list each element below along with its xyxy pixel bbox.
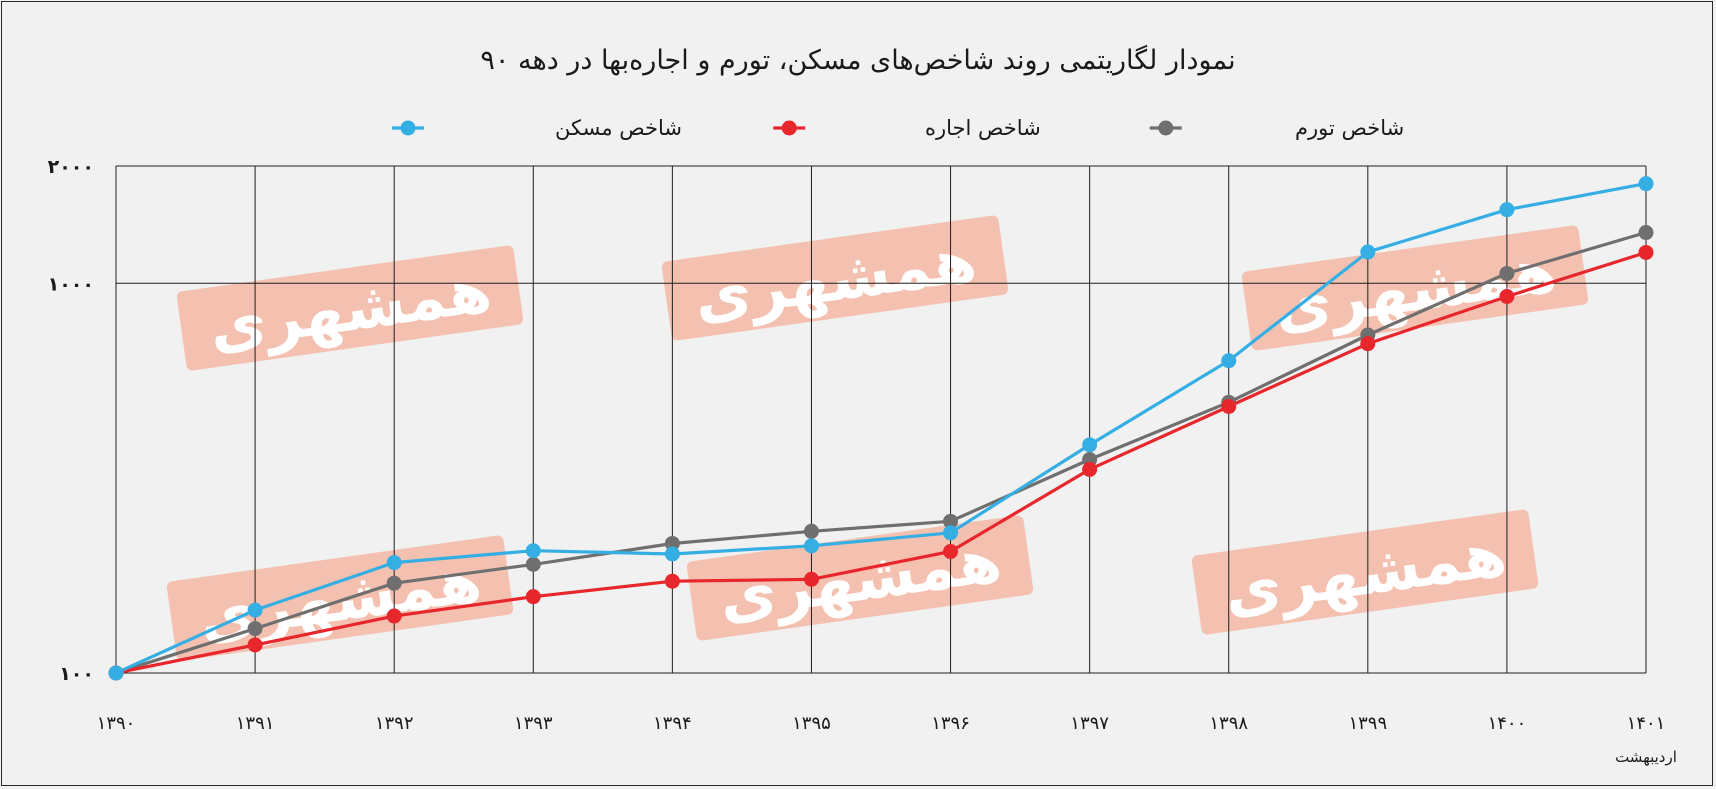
- x-tick-label: ۱۳۹۸: [1209, 713, 1248, 734]
- x-tick-label: ۱۳۹۲: [375, 713, 414, 734]
- data-point: [1082, 437, 1098, 453]
- series-line: [115, 250, 1647, 675]
- data-point: [386, 555, 402, 571]
- data-point: [803, 538, 819, 554]
- x-tick-label: ۱۳۹۱: [236, 713, 275, 734]
- legend-item: شاخص اجاره: [773, 116, 1041, 140]
- data-point: [525, 556, 541, 572]
- data-point: [108, 665, 124, 681]
- data-point: [386, 608, 402, 624]
- x-tick-label: ۱۳۹۷: [1070, 713, 1109, 734]
- series-lines-layer: [115, 182, 1647, 675]
- watermark: همشهری: [661, 215, 1009, 341]
- data-point: [1638, 244, 1654, 260]
- grid-layer: [115, 165, 1647, 674]
- data-point: [1499, 202, 1515, 218]
- series-line: [115, 230, 1647, 675]
- x-tick-label: ۱۳۹۹: [1348, 713, 1387, 734]
- legend-dot-marker: [400, 120, 416, 136]
- x-tick-label: ۱۳۹۳: [514, 713, 553, 734]
- data-point: [1221, 353, 1237, 369]
- legend: شاخص مسکن شاخص اجاره شاخص تورم: [392, 116, 1404, 140]
- data-point: [525, 543, 541, 559]
- series-points-layer: [108, 176, 1654, 681]
- data-point: [1360, 244, 1376, 260]
- legend-item: شاخص مسکن: [392, 116, 682, 140]
- y-tick-label: ۱۰۰: [59, 663, 94, 685]
- data-point: [664, 546, 680, 562]
- series-line: [115, 182, 1647, 675]
- x-tick-label: ۱۴۰۱: [1627, 713, 1666, 734]
- data-point: [1499, 265, 1515, 281]
- y-tick-label: ۲۰۰۰: [48, 156, 94, 178]
- data-point: [943, 544, 959, 560]
- legend-label: شاخص مسکن: [555, 116, 682, 140]
- x-axis-note: اردیبهشت: [1615, 748, 1677, 766]
- data-point: [943, 525, 959, 541]
- data-point: [943, 513, 959, 529]
- x-tick-label: ۱۳۹۵: [792, 713, 831, 734]
- x-tick-label: ۱۴۰۰: [1488, 713, 1527, 734]
- legend-label: شاخص اجاره: [925, 116, 1041, 140]
- data-point: [386, 575, 402, 591]
- data-point: [664, 573, 680, 589]
- data-point: [803, 523, 819, 539]
- watermark: همشهری: [1191, 509, 1539, 635]
- legend-dot-marker: [1158, 120, 1174, 136]
- legend-dot-marker: [781, 120, 797, 136]
- data-point: [247, 602, 263, 618]
- legend-label: شاخص تورم: [1295, 116, 1404, 140]
- x-tick-label: ۱۳۹۴: [653, 713, 692, 734]
- x-tick-label: ۱۳۹۰: [97, 713, 136, 734]
- data-point: [803, 571, 819, 587]
- y-tick-label: ۱۰۰۰: [48, 273, 94, 295]
- data-point: [247, 621, 263, 637]
- watermark: همشهری: [176, 245, 524, 371]
- data-point: [1499, 289, 1515, 305]
- data-point: [1082, 461, 1098, 477]
- data-point: [1221, 398, 1237, 414]
- data-point: [1638, 176, 1654, 192]
- data-point: [247, 637, 263, 653]
- data-point: [525, 589, 541, 605]
- axes-layer: ۱۰۰ ۱۰۰۰ ۲۰۰۰ ۱۳۹۰ ۱۳۹۱ ۱۳۹۲ ۱۳۹۳ ۱۳۹۴ ۱۳۹۵ ۱۳۹۶ ۱…: [48, 156, 1677, 766]
- watermark: همشهری: [166, 535, 514, 661]
- data-point: [664, 535, 680, 551]
- chart-title: نمودار لگاریتمی روند شاخص‌های مسکن، تورم…: [480, 44, 1235, 76]
- legend-item: شاخص تورم: [1149, 116, 1404, 140]
- data-point: [1638, 225, 1654, 241]
- data-point: [1360, 336, 1376, 352]
- x-tick-label: ۱۳۹۶: [931, 713, 970, 734]
